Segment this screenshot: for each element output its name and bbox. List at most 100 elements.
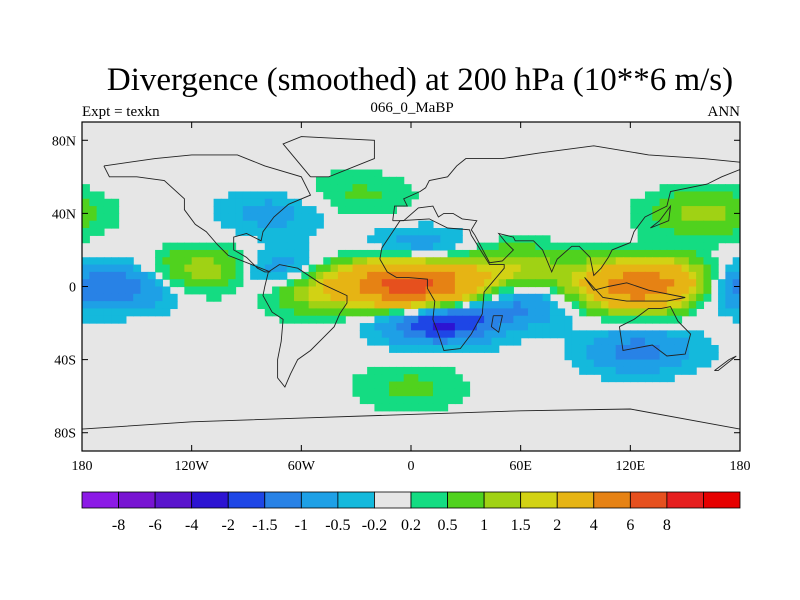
field-cell [345, 249, 354, 258]
coastline [379, 218, 505, 351]
field-cell [564, 249, 573, 258]
field-cell [491, 344, 500, 353]
field-cell [330, 293, 339, 302]
field-cell [666, 213, 675, 222]
field-cell [637, 286, 646, 295]
field-cell [396, 271, 405, 280]
field-cell [337, 257, 346, 266]
field-cell [462, 279, 471, 288]
field-cell [593, 352, 602, 361]
field-cell [381, 308, 390, 317]
field-cell [169, 293, 178, 302]
field-cell [381, 301, 390, 310]
field-cell [674, 235, 683, 244]
field-cell [352, 279, 361, 288]
field-cell [586, 308, 595, 317]
field-cell [674, 264, 683, 273]
field-cell [659, 279, 668, 288]
field-cell [359, 308, 368, 317]
field-cell [213, 286, 222, 295]
field-cell [557, 330, 566, 339]
field-cell [418, 330, 427, 339]
field-cell [586, 301, 595, 310]
field-cell [579, 271, 588, 280]
field-cell [476, 308, 485, 317]
field-cell [666, 264, 675, 273]
field-cell [425, 235, 434, 244]
divergence-field [82, 169, 740, 412]
field-cell [294, 198, 302, 207]
field-cell [367, 374, 376, 383]
field-cell [703, 293, 712, 302]
field-cell [389, 308, 397, 317]
field-cell [644, 301, 653, 310]
field-cell [593, 359, 602, 368]
field-cell [213, 293, 222, 302]
field-cell [169, 279, 178, 288]
field-cell [396, 235, 405, 244]
field-cell [118, 315, 127, 324]
field-cell [520, 271, 529, 280]
field-cell [630, 213, 639, 222]
field-cell [228, 198, 237, 207]
field-cell [703, 279, 712, 288]
subtitle-right: ANN [708, 104, 741, 120]
field-cell [96, 315, 105, 324]
field-cell [601, 337, 609, 346]
field-cell [381, 198, 390, 207]
field-cell [279, 286, 288, 295]
field-cell [601, 359, 609, 368]
field-cell [615, 337, 624, 346]
field-cell [411, 381, 419, 390]
field-cell [228, 242, 237, 251]
field-cell [352, 388, 361, 397]
field-cell [155, 301, 164, 310]
colorbar-label: 1.5 [511, 517, 531, 534]
colorbar-label: 0.5 [438, 517, 458, 534]
field-cell [506, 330, 514, 339]
field-cell [279, 213, 288, 222]
field-cell [432, 293, 441, 302]
field-cell [359, 330, 368, 339]
field-cell [725, 308, 734, 317]
field-cell [527, 308, 536, 317]
field-cell [666, 359, 675, 368]
field-cell [220, 257, 229, 266]
field-cell [352, 293, 361, 302]
field-cell [666, 344, 675, 353]
field-cell [82, 228, 90, 236]
field-cell [264, 249, 273, 258]
field-cell [403, 315, 412, 324]
field-cell [513, 271, 522, 280]
colorbar-label: -1.5 [252, 517, 277, 534]
field-cell [498, 315, 507, 324]
field-cell [498, 293, 507, 302]
field-cell [147, 279, 156, 288]
field-cell [520, 235, 529, 244]
field-cell [469, 279, 478, 288]
field-cell [637, 198, 646, 207]
field-cell [454, 388, 463, 397]
field-cell [732, 286, 740, 295]
field-cell [462, 249, 471, 258]
field-cell [608, 330, 617, 339]
field-cell [133, 286, 142, 295]
field-cell [586, 286, 595, 295]
field-cell [527, 301, 536, 310]
field-cell [652, 271, 661, 280]
field-cell [549, 301, 558, 310]
field-cell [535, 257, 544, 266]
field-cell [513, 315, 522, 324]
field-cell [264, 206, 273, 214]
field-cell [710, 213, 719, 222]
field-cell [615, 366, 624, 375]
field-cell [506, 257, 514, 266]
field-cell [659, 184, 668, 193]
field-cell [674, 315, 683, 324]
field-cell [374, 286, 383, 295]
field-cell [571, 301, 580, 310]
field-cell [279, 293, 288, 302]
field-cell [403, 184, 412, 193]
field-cell [337, 206, 346, 214]
field-cell [579, 301, 588, 310]
